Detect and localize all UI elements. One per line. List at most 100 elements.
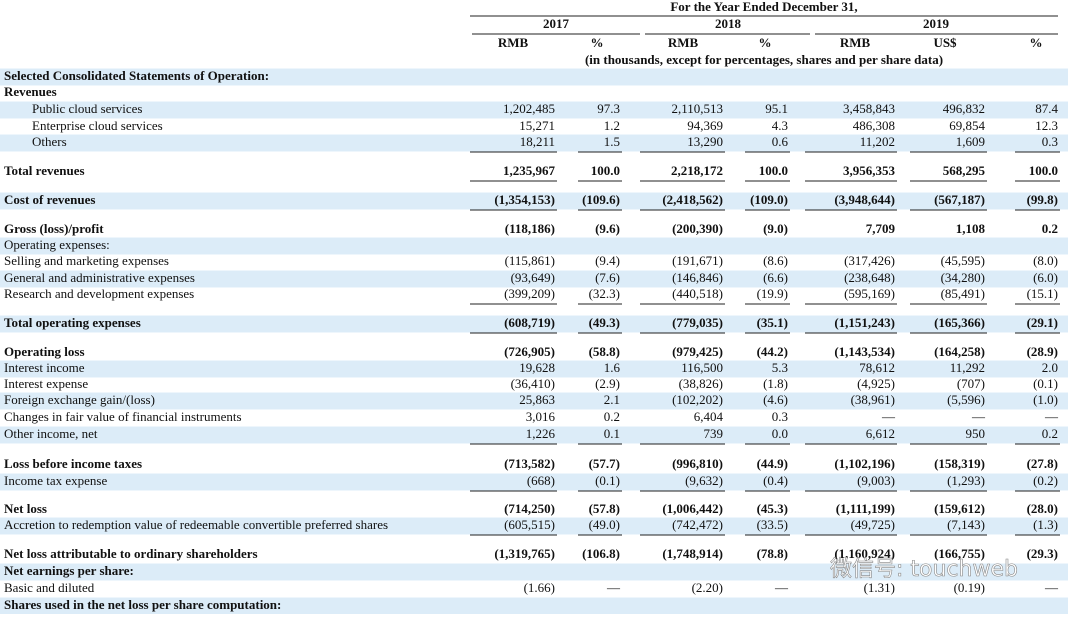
row-band [0, 473, 1068, 491]
row-band [0, 237, 1068, 255]
cell: 25,863 [519, 392, 555, 407]
cell: (4.6) [763, 392, 788, 407]
row-label: Total revenues [4, 163, 85, 178]
cell: (33.5) [757, 517, 788, 532]
cell: 69,854 [949, 118, 985, 133]
cell: 0.2 [1042, 221, 1058, 236]
cell: (29.3) [1027, 546, 1058, 561]
cell: (1,102,196) [834, 456, 895, 471]
row-label: Enterprise cloud services [32, 118, 163, 133]
cell: 739 [704, 426, 724, 441]
cell: (44.9) [757, 456, 788, 471]
unit: RMB [840, 35, 871, 50]
cell: (15.1) [1027, 286, 1058, 301]
cell: (0.1) [595, 473, 620, 488]
row-label: Public cloud services [32, 101, 142, 116]
year: 2018 [715, 16, 742, 31]
cell: 12.3 [1035, 118, 1058, 133]
cell: (38,961) [851, 392, 895, 407]
cell: — [881, 409, 896, 424]
cell: (57.7) [589, 456, 620, 471]
cell: 1.6 [604, 360, 621, 375]
cell: 1,235,967 [503, 163, 556, 178]
row-label: Income tax expense [4, 473, 107, 488]
row-label: Net loss attributable to ordinary shareh… [4, 546, 258, 561]
cell: (714,250) [504, 501, 555, 516]
cell: (38,826) [679, 376, 723, 391]
cell: 78,612 [859, 360, 895, 375]
cell: 486,308 [853, 118, 895, 133]
cell: (49,725) [851, 517, 895, 532]
cell: 2.0 [1042, 360, 1058, 375]
cell: (28.0) [1027, 501, 1058, 516]
cell: 1.5 [604, 134, 620, 149]
row-label: Selected Consolidated Statements of Oper… [4, 68, 269, 83]
row-band [0, 315, 1068, 333]
cell: (85,491) [941, 286, 985, 301]
row-label: Loss before income taxes [4, 456, 142, 471]
cell: (3,948,644) [834, 192, 895, 207]
cell: (1,748,914) [662, 546, 723, 561]
row-label: Other income, net [4, 426, 98, 441]
cell: 1,202,485 [503, 101, 555, 116]
cell: 100.0 [759, 163, 788, 178]
cell: — [606, 580, 621, 595]
cell: (45.3) [757, 501, 788, 516]
cell: 1,609 [956, 134, 985, 149]
watermark: 微信号: touchweb [830, 557, 1018, 582]
cell: (6.6) [763, 270, 788, 285]
row-band [0, 517, 1068, 535]
cell: (399,209) [504, 286, 555, 301]
cell: (1,151,243) [834, 315, 895, 330]
row-band [0, 360, 1068, 378]
cell: (1,006,442) [662, 501, 723, 516]
cell: (49.3) [589, 315, 620, 330]
cell: (9.6) [595, 221, 620, 236]
cell: 950 [966, 426, 986, 441]
cell: 95.1 [765, 101, 788, 116]
cell: (1,319,765) [494, 546, 555, 561]
cell: (317,426) [844, 253, 895, 268]
row-label: Gross (loss)/profit [4, 221, 104, 236]
unit: US$ [933, 35, 957, 50]
row-label: Revenues [4, 84, 57, 99]
cell: 116,500 [681, 360, 723, 375]
year: 2017 [543, 16, 570, 31]
cell: (440,518) [672, 286, 723, 301]
cell: (1,143,534) [834, 344, 895, 359]
cell: (45,595) [941, 253, 985, 268]
cell: 7,709 [866, 221, 896, 236]
cell: 0.6 [772, 134, 789, 149]
cell: 568,295 [943, 163, 986, 178]
cell: (44.2) [757, 344, 788, 359]
cell: 0.1 [604, 426, 620, 441]
cell: (2.9) [595, 376, 620, 391]
cell: (9,003) [857, 473, 895, 488]
cell: (200,390) [672, 221, 723, 236]
cell: (742,472) [672, 517, 723, 532]
cell: 4.3 [772, 118, 788, 133]
cell: (1.0) [1033, 392, 1058, 407]
cell: — [774, 580, 789, 595]
cell: (35.1) [757, 315, 788, 330]
cell: (99.8) [1027, 192, 1058, 207]
cell: (608,719) [504, 315, 555, 330]
cell: (8.6) [763, 253, 788, 268]
cell: (979,425) [672, 344, 723, 359]
cell: 1.2 [604, 118, 620, 133]
cell: 0.3 [1042, 134, 1058, 149]
row-label: Cost of revenues [4, 192, 95, 207]
cell: (93,649) [511, 270, 555, 285]
header-title: For the Year Ended December 31, [670, 0, 857, 14]
row-label: Accretion to redemption value of redeema… [4, 517, 388, 532]
cell: (191,671) [672, 253, 723, 268]
cell: (28.9) [1027, 344, 1058, 359]
header-note: (in thousands, except for percentages, s… [585, 52, 943, 67]
cell: (605,515) [504, 517, 555, 532]
cell: 11,292 [950, 360, 985, 375]
cell: 3,016 [526, 409, 556, 424]
row-label: General and administrative expenses [4, 270, 195, 285]
cell: — [971, 409, 986, 424]
cell: (166,755) [934, 546, 985, 561]
